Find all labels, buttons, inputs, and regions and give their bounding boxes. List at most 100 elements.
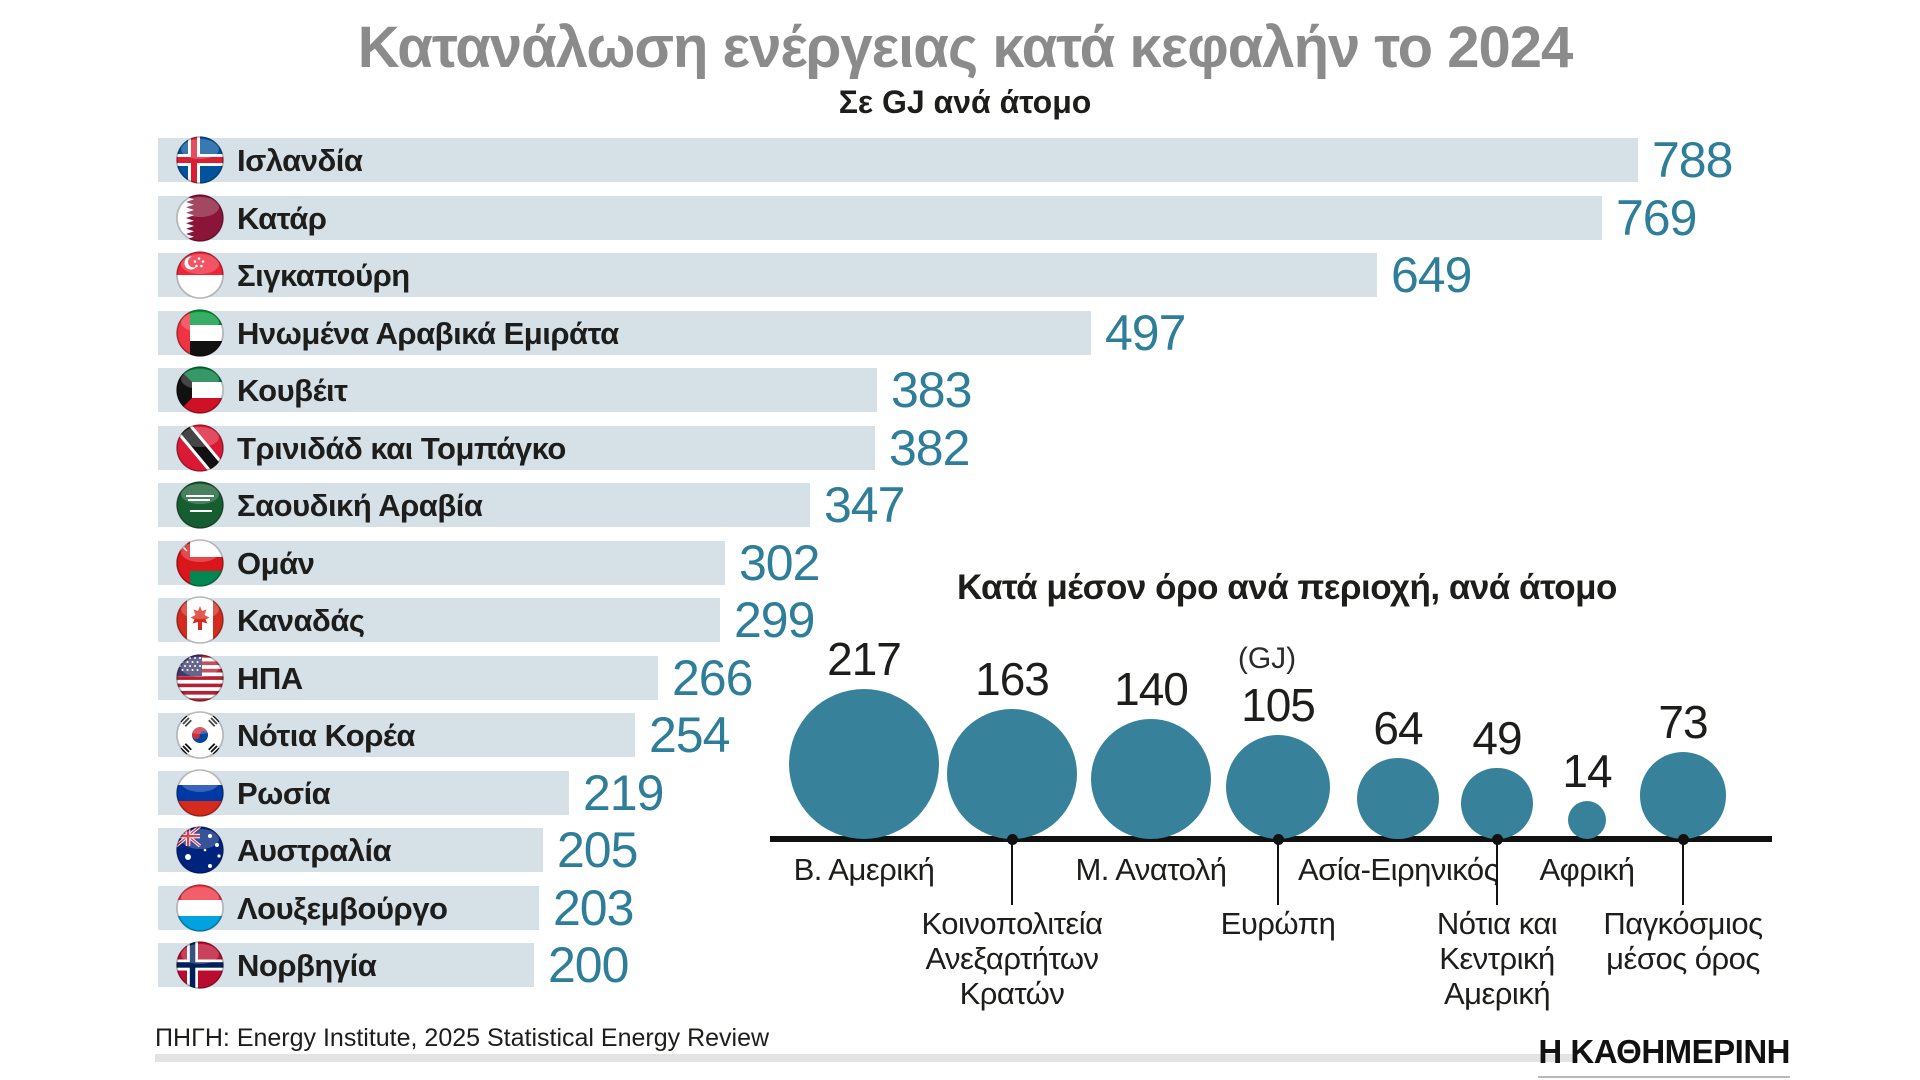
bar-iceland — [158, 138, 1638, 182]
country-value: 203 — [553, 880, 634, 936]
flag-usa-icon — [176, 654, 224, 702]
flag-kuwait-icon — [176, 366, 224, 414]
connector-line — [1682, 839, 1684, 905]
country-label: Ρωσία — [237, 776, 331, 811]
region-value: 105 — [1241, 678, 1316, 731]
region-value: 217 — [827, 633, 902, 685]
country-label: Σιγκαπούρη — [237, 258, 410, 293]
country-value: 302 — [739, 535, 820, 591]
region-label: Αφρική — [1539, 852, 1635, 887]
flag-qatar-icon — [176, 194, 224, 242]
bar-row-canada: Καναδάς 299 — [0, 595, 1920, 645]
country-value: 205 — [557, 822, 638, 878]
region-value: 49 — [1472, 711, 1522, 764]
bubble-chart-title: Κατά μέσον όρο ανά περιοχή, ανά άτομο — [957, 568, 1617, 607]
flag-saudi-arabia-icon — [176, 481, 224, 529]
bar-row-luxembourg: Λουξεμβούργο 203 — [0, 880, 1920, 936]
country-value: 382 — [889, 420, 970, 476]
source-note: ΠΗΓΗ: Energy Institute, 2025 Statistical… — [155, 1024, 770, 1052]
bar-row-saudi-arabia: Σαουδική Αραβία 347 — [0, 477, 1920, 533]
bubble-region-3 — [1225, 734, 1331, 839]
country-label: Αυστραλία — [237, 833, 392, 868]
bar-russia — [158, 771, 569, 815]
country-label: Ισλανδία — [237, 143, 363, 178]
flag-trinidad-tobago-icon — [176, 424, 224, 472]
bubble-region-4 — [1357, 757, 1439, 839]
country-label: Ομάν — [237, 546, 315, 581]
bar-row-oman: Ομάν 302 — [0, 535, 1920, 591]
bar-row-south-korea: Νότια Κορέα 254 — [0, 710, 1920, 760]
bubble-chart-unit: (GJ) — [1237, 642, 1297, 675]
flag-singapore-icon — [176, 251, 224, 299]
region-label: Μ. Ανατολή — [1075, 852, 1227, 887]
bar-trinidad-tobago — [158, 426, 875, 470]
bar-kuwait — [158, 368, 877, 412]
flag-norway-icon — [176, 941, 224, 989]
bar-row-australia: Αυστραλία 205 — [0, 822, 1920, 878]
country-label: Λουξεμβούργο — [237, 891, 448, 926]
country-label: Νότια Κορέα — [237, 718, 415, 753]
country-label: Κατάρ — [237, 201, 327, 236]
country-value: 266 — [672, 650, 753, 706]
region-value: 163 — [975, 653, 1050, 705]
country-label: Νορβηγία — [237, 948, 377, 983]
bubble-baseline — [770, 836, 1772, 842]
bar-row-qatar: Κατάρ 769 — [0, 190, 1920, 246]
flag-australia-icon — [176, 826, 224, 874]
country-value: 347 — [824, 477, 905, 533]
region-value: 140 — [1114, 662, 1189, 715]
flag-south-korea-icon — [176, 711, 224, 759]
bar-south-korea — [158, 713, 635, 757]
bar-row-singapore: Σιγκαπούρη 649 — [0, 247, 1920, 303]
flag-iceland-icon — [176, 136, 224, 184]
bubble-region-1 — [947, 709, 1077, 839]
country-label: Κουβέιτ — [237, 373, 348, 408]
footer-divider — [155, 1054, 1575, 1062]
country-value: 649 — [1391, 247, 1472, 303]
page-title: Κατανάλωση ενέργειας κατά κεφαλήν το 202… — [357, 15, 1574, 80]
bar-row-iceland: Ισλανδία 788 — [0, 132, 1920, 188]
bar-uae — [158, 311, 1091, 355]
flag-luxembourg-icon — [176, 884, 224, 932]
bar-saudi-arabia — [158, 483, 810, 527]
bar-row-usa: ΗΠΑ 266 — [0, 650, 1920, 706]
bar-usa — [158, 656, 658, 700]
region-label: Ασία-Ειρηνικός — [1297, 852, 1499, 887]
bubble-region-6 — [1567, 800, 1607, 839]
country-value: 497 — [1105, 305, 1186, 361]
country-label: Τρινιδάδ και Τομπάγκο — [237, 431, 566, 466]
bubble-region-5 — [1461, 767, 1533, 839]
region-value: 73 — [1658, 696, 1708, 748]
bar-canada — [158, 598, 720, 642]
region-label: Νότια και Κεντρική Αμερική — [1436, 906, 1558, 1011]
bar-row-norway: Νορβηγία 200 — [0, 937, 1920, 993]
country-value: 769 — [1616, 190, 1697, 246]
bar-row-trinidad-tobago: Τρινιδάδ και Τομπάγκο 382 — [0, 420, 1920, 476]
region-label: Παγκόσμιος μέσος όρος — [1603, 906, 1763, 976]
bubble-region-2 — [1090, 718, 1212, 839]
country-value: 788 — [1652, 132, 1733, 188]
bar-oman — [158, 541, 725, 585]
bubble-region-7 — [1639, 752, 1727, 839]
flag-uae-icon — [176, 309, 224, 357]
region-label: Ευρώπη — [1220, 906, 1336, 941]
country-label: Ηνωμένα Αραβικά Εμιράτα — [237, 316, 619, 351]
bar-row-uae: Ηνωμένα Αραβικά Εμιράτα 497 — [0, 305, 1920, 361]
flag-russia-icon — [176, 769, 224, 817]
country-value: 200 — [548, 937, 629, 993]
connector-line — [1277, 839, 1279, 905]
region-value: 64 — [1373, 701, 1423, 754]
country-label: Σαουδική Αραβία — [237, 488, 483, 523]
bar-row-kuwait: Κουβέιτ 383 — [0, 362, 1920, 418]
bar-qatar — [158, 196, 1602, 240]
country-value: 383 — [891, 362, 972, 418]
flag-oman-icon — [176, 539, 224, 587]
page-subtitle: Σε GJ ανά άτομο — [838, 84, 1092, 120]
country-label: Καναδάς — [237, 603, 365, 638]
bar-singapore — [158, 253, 1377, 297]
region-value: 14 — [1562, 744, 1612, 797]
country-value: 219 — [583, 765, 664, 821]
connector-line — [1496, 839, 1498, 905]
connector-line — [1011, 839, 1013, 905]
